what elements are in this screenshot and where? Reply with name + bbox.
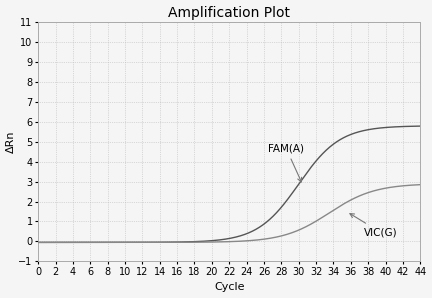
Text: VIC(G): VIC(G) <box>350 214 397 238</box>
Title: Amplification Plot: Amplification Plot <box>168 6 290 20</box>
Text: FAM(A): FAM(A) <box>268 144 304 182</box>
X-axis label: Cycle: Cycle <box>214 283 245 292</box>
Y-axis label: ΔRn: ΔRn <box>6 131 16 153</box>
